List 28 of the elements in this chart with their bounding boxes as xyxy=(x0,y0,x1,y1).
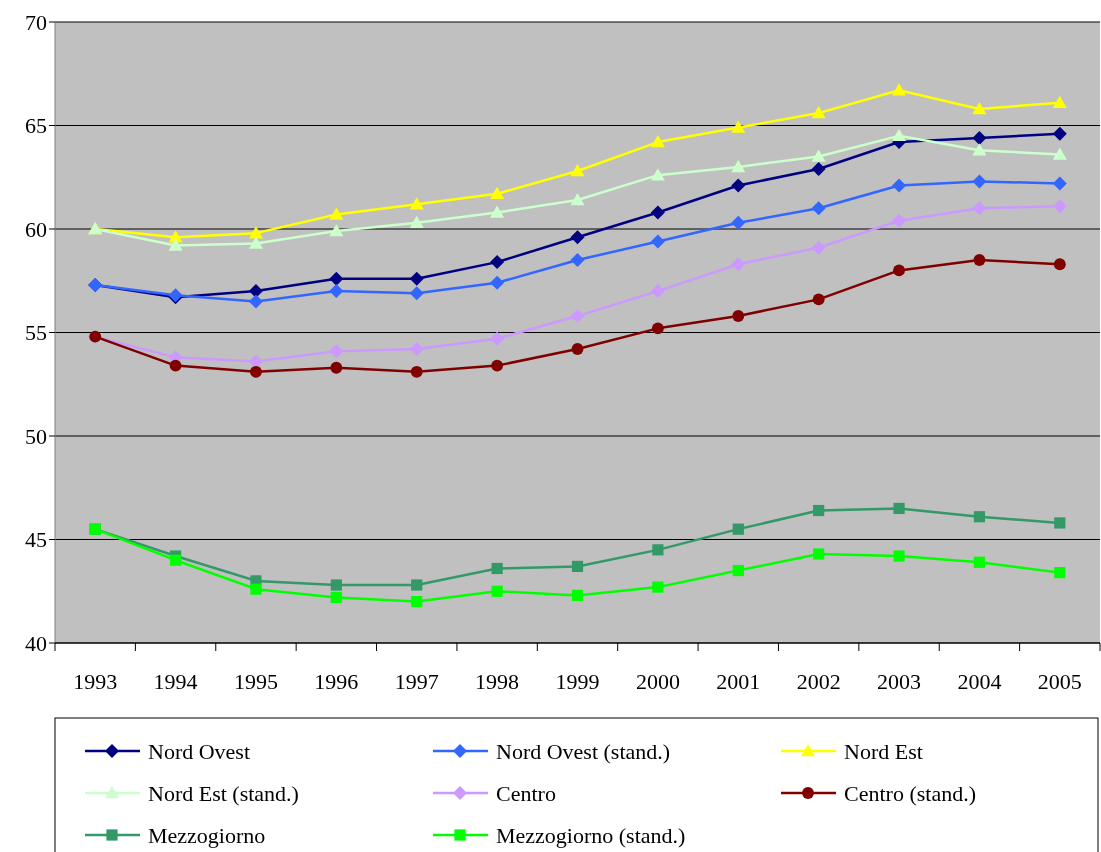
x-tick-label: 2001 xyxy=(716,669,761,694)
x-tick-label: 1999 xyxy=(555,669,600,694)
y-tick-label: 65 xyxy=(25,113,47,139)
y-tick-label: 40 xyxy=(25,630,47,656)
x-tick-label: 2000 xyxy=(635,669,680,694)
y-tick-label: 45 xyxy=(25,527,47,553)
legend-label: Nord Ovest (stand.) xyxy=(496,738,671,764)
y-tick-label: 50 xyxy=(25,423,47,449)
x-tick-label: 2005 xyxy=(1037,669,1082,694)
y-tick-label: 60 xyxy=(25,216,47,242)
x-tick-label: 2003 xyxy=(877,669,922,694)
legend-label: Centro (stand.) xyxy=(844,780,976,806)
x-tick-label: 1996 xyxy=(314,669,359,694)
y-tick-label: 55 xyxy=(25,320,47,346)
x-tick-label: 2004 xyxy=(957,669,1002,694)
x-tick-label: 1995 xyxy=(233,669,278,694)
legend-label: Mezzogiorno xyxy=(148,822,266,848)
y-tick-label: 70 xyxy=(25,9,47,35)
x-tick-label: 1993 xyxy=(73,669,118,694)
legend-label: Mezzogiorno (stand.) xyxy=(496,822,686,848)
legend-label: Nord Est xyxy=(844,738,923,764)
x-tick-label: 1994 xyxy=(153,669,198,694)
legend-label: Centro xyxy=(496,780,556,806)
legend-label: Nord Est (stand.) xyxy=(148,780,299,806)
x-tick-label: 1997 xyxy=(394,669,439,694)
x-tick-label: 2002 xyxy=(796,669,841,694)
legend-label: Nord Ovest xyxy=(148,738,251,764)
x-tick-label: 1998 xyxy=(475,669,520,694)
